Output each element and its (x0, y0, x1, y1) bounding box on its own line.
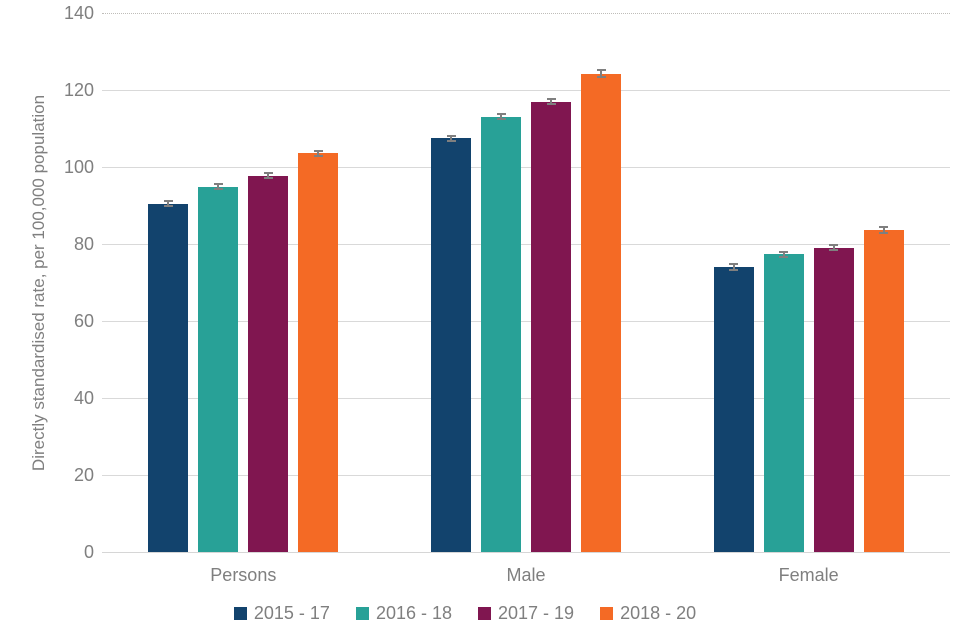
error-bar-cap-top (829, 244, 839, 247)
error-bar-cap-top (213, 183, 223, 186)
gridline-140 (102, 13, 950, 14)
legend-label-2015-17: 2015 - 17 (253, 603, 330, 623)
legend-swatch-2016-18 (355, 607, 369, 620)
gridline-100 (102, 167, 950, 168)
x-category-label-female: Female (778, 565, 839, 585)
legend: 2015 - 17 2016 - 18 2017 - 19 2018 - 20 (0, 603, 930, 624)
error-bar-cap-bottom (446, 139, 456, 142)
error-bar-stem (167, 199, 170, 208)
error-bar-cap-bottom (879, 231, 889, 234)
error-bar-stem (500, 113, 502, 121)
error-bar-persons-2018-20 (313, 149, 323, 157)
legend-swatch-2017-19 (478, 607, 491, 620)
error-bar-cap-top (729, 263, 739, 266)
legend-item-2018-20: 2018 - 20 (600, 603, 696, 624)
error-bar-cap-top (779, 250, 789, 253)
x-category-label-male: Male (506, 565, 546, 585)
plot-area (102, 0, 950, 640)
error-bar-cap-top (446, 134, 456, 137)
x-category-label-persons: Persons (210, 565, 277, 585)
error-bar-female-2015-17 (729, 263, 739, 271)
error-bar-cap-top (263, 172, 273, 175)
legend-swatch-2015-17 (233, 607, 247, 620)
bar-male-2017-19 (531, 101, 571, 552)
error-bar-stem (317, 149, 320, 157)
y-tick-label-20: 20 (73, 465, 94, 485)
error-bar-stem (217, 183, 220, 191)
error-bar-cap-bottom (163, 205, 173, 208)
bar-persons-2018-20 (298, 153, 339, 552)
gridline-0 (102, 552, 950, 553)
error-bar-persons-2017-19 (263, 172, 273, 180)
y-axis-title: Directly standardised rate, per 100,000 … (29, 94, 48, 472)
bar-female-2017-19 (813, 247, 854, 552)
bar-persons-2015-17 (148, 203, 189, 552)
y-tick-label-140: 140 (63, 3, 94, 23)
error-bar-male-2017-19 (546, 97, 556, 106)
bar-male-2018-20 (581, 73, 621, 552)
bar-female-2016-18 (763, 254, 804, 552)
error-bar-male-2015-17 (446, 134, 456, 142)
bar-male-2016-18 (481, 116, 521, 552)
error-bar-cap-top (879, 226, 889, 229)
y-tick-label-0: 0 (83, 542, 94, 562)
y-tick-label-40: 40 (73, 388, 94, 408)
error-bar-cap-bottom (729, 268, 739, 271)
gridline-20 (102, 475, 950, 476)
error-bar-cap-top (496, 113, 506, 116)
bar-male-2015-17 (431, 138, 471, 552)
error-bar-persons-2016-18 (213, 183, 223, 191)
legend-item-2015-17: 2015 - 17 (233, 603, 330, 624)
error-bar-cap-bottom (779, 255, 789, 258)
legend-swatch-2018-20 (600, 607, 614, 620)
bar-persons-2016-18 (198, 186, 239, 552)
legend-label-2016-18: 2016 - 18 (375, 603, 452, 623)
y-tick-label-120: 120 (63, 80, 94, 100)
error-bar-stem (450, 134, 452, 142)
error-bar-cap-top (163, 199, 173, 202)
gridline-60 (102, 321, 950, 322)
legend-item-2017-19: 2017 - 19 (478, 603, 574, 624)
error-bar-female-2017-19 (829, 244, 839, 252)
error-bar-stem (782, 250, 785, 258)
y-tick-label-100: 100 (63, 157, 94, 177)
bar-female-2015-17 (713, 267, 754, 552)
error-bar-cap-top (313, 149, 323, 152)
error-bar-stem (550, 97, 552, 106)
error-bar-stem (600, 69, 602, 79)
error-bar-cap-top (596, 69, 606, 72)
error-bar-cap-bottom (596, 76, 606, 79)
error-bar-cap-bottom (263, 177, 273, 180)
error-bar-cap-top (546, 97, 556, 100)
legend-item-2016-18: 2016 - 18 (355, 603, 452, 624)
error-bar-stem (267, 172, 270, 180)
error-bar-male-2016-18 (496, 113, 506, 121)
error-bar-male-2018-20 (596, 69, 606, 79)
error-bar-female-2018-20 (879, 226, 889, 234)
gridline-40 (102, 398, 950, 399)
legend-label-2017-19: 2017 - 19 (498, 603, 575, 623)
error-bar-cap-bottom (829, 249, 839, 252)
error-bar-stem (732, 263, 735, 271)
error-bar-stem (882, 226, 885, 234)
gridline-120 (102, 90, 950, 91)
bar-female-2018-20 (863, 230, 904, 552)
error-bar-cap-bottom (546, 103, 556, 106)
error-bar-persons-2015-17 (163, 199, 173, 208)
error-bar-cap-bottom (496, 118, 506, 121)
y-tick-label-60: 60 (73, 311, 94, 331)
y-tick-label-80: 80 (73, 234, 94, 254)
error-bar-female-2016-18 (779, 250, 789, 258)
error-bar-cap-bottom (213, 188, 223, 191)
gridline-80 (102, 244, 950, 245)
error-bar-stem (832, 244, 835, 252)
bar-persons-2017-19 (248, 175, 289, 552)
legend-label-2018-20: 2018 - 20 (620, 603, 697, 623)
error-bar-cap-bottom (313, 154, 323, 157)
